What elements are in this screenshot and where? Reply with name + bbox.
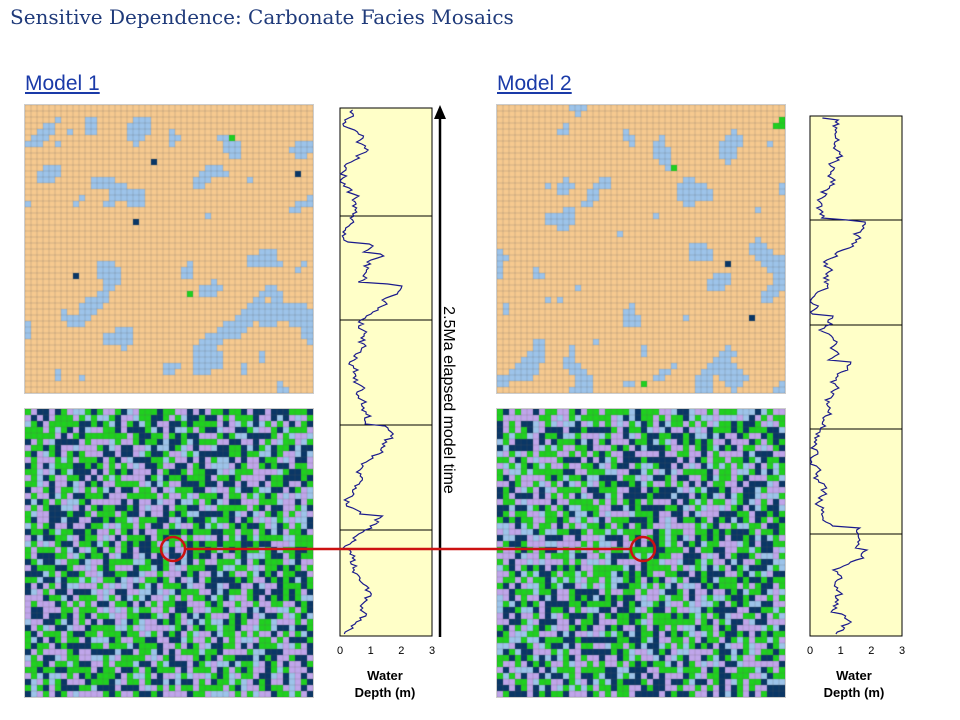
x-tick-label: 3 — [429, 645, 435, 657]
x-tick-label: 0 — [807, 645, 813, 657]
axis-caption-line: Depth (m) — [823, 685, 885, 700]
x-tick-label: 0 — [337, 645, 343, 657]
water-depth-curve — [339, 109, 403, 635]
axis-caption-line: Water — [836, 668, 872, 683]
water-depth-curve — [809, 117, 869, 635]
x-tick-label: 1 — [838, 645, 844, 657]
x-tick-label: 1 — [368, 645, 374, 657]
time-arrow — [434, 105, 446, 637]
model-2-water-depth-log: 0 1 2 3 — [807, 115, 905, 657]
model-1-upper-facies-map — [24, 104, 314, 394]
model-1-lower-facies-map — [24, 408, 314, 698]
model-2-depth-axis-caption: Water Depth (m) — [794, 667, 914, 701]
axis-caption-line: Water — [367, 668, 403, 683]
log-background — [809, 115, 903, 637]
model-2-lower-facies-map — [496, 408, 786, 698]
slide-title: Sensitive Dependence: Carbonate Facies M… — [10, 5, 514, 29]
time-arrow-head — [434, 105, 446, 119]
axis-caption-line: Depth (m) — [354, 685, 416, 700]
x-tick-label: 2 — [398, 645, 404, 657]
x-tick-label: 3 — [899, 645, 905, 657]
x-tick-label: 2 — [868, 645, 874, 657]
model-1-depth-axis-caption: Water Depth (m) — [325, 667, 445, 701]
model-1-water-depth-log: 0 1 2 3 — [337, 107, 435, 657]
model-1-label: Model 1 — [25, 72, 100, 95]
model-2-upper-facies-map — [496, 104, 786, 394]
model-2-label: Model 2 — [497, 72, 572, 95]
elapsed-time-label: 2.5Ma elapsed model time — [440, 306, 457, 494]
